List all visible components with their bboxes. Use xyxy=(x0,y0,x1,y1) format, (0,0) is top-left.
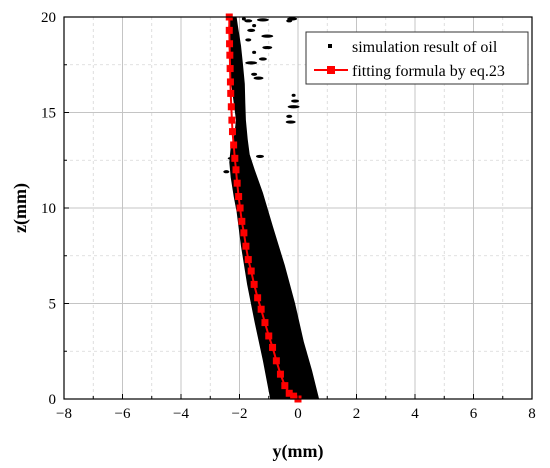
simulation-point xyxy=(256,18,269,22)
fitting-marker xyxy=(242,242,250,250)
fitting-marker xyxy=(226,78,234,86)
fitting-marker xyxy=(276,370,284,378)
fitting-marker xyxy=(238,217,246,225)
fitting-marker xyxy=(265,332,273,340)
x-tick-label: −6 xyxy=(115,406,131,422)
fitting-marker xyxy=(231,154,239,162)
fitting-marker xyxy=(240,229,248,237)
fitting-marker xyxy=(228,128,236,136)
fitting-marker xyxy=(232,166,240,174)
legend-label: simulation result of oil xyxy=(352,39,498,56)
fitting-marker xyxy=(261,319,269,327)
x-tick-label: 2 xyxy=(353,406,361,422)
fitting-marker xyxy=(269,343,277,351)
fitting-marker xyxy=(244,256,252,264)
simulation-point xyxy=(258,57,267,61)
simulation-point xyxy=(241,17,246,21)
fitting-marker xyxy=(226,51,234,59)
y-tick-label: 5 xyxy=(49,297,57,313)
simulation-point xyxy=(245,61,258,65)
y-tick-label: 0 xyxy=(49,392,57,408)
plot-data xyxy=(223,13,320,403)
simulation-point xyxy=(291,99,300,103)
x-axis-title: y(mm) xyxy=(273,441,324,462)
fitting-marker xyxy=(247,267,255,275)
simulation-point xyxy=(286,114,293,118)
legend: simulation result of oil fitting formula … xyxy=(305,31,529,85)
simulation-point xyxy=(262,45,273,50)
fitting-marker xyxy=(281,382,289,390)
x-tick-label: 6 xyxy=(470,406,478,422)
legend-simulation-marker xyxy=(328,44,332,48)
legend-label: fitting formula by eq.23 xyxy=(352,63,505,80)
simulation-point xyxy=(223,170,230,174)
simulation-point xyxy=(244,19,253,23)
simulation-point xyxy=(253,76,264,80)
legend-fitting-marker xyxy=(327,66,335,74)
fitting-marker xyxy=(226,65,234,73)
fitting-marker xyxy=(290,392,298,400)
fitting-marker xyxy=(235,193,243,201)
simulation-point xyxy=(251,72,258,76)
fitting-marker xyxy=(257,305,265,313)
simulation-point xyxy=(285,120,296,124)
fitting-marker xyxy=(228,116,236,124)
y-tick-label: 15 xyxy=(41,106,56,122)
fitting-marker xyxy=(227,89,235,97)
simulation-point xyxy=(245,38,252,42)
y-tick-label: 10 xyxy=(41,201,56,217)
x-tick-label: 8 xyxy=(528,406,536,422)
simulation-point xyxy=(252,50,257,54)
simulation-point xyxy=(291,93,296,97)
simulation-point xyxy=(287,105,300,109)
simulation-point xyxy=(247,28,256,32)
x-tick-label: 0 xyxy=(294,406,302,422)
fitting-marker xyxy=(285,389,293,397)
fitting-marker xyxy=(254,294,262,302)
fitting-marker xyxy=(225,26,233,34)
fitting-marker xyxy=(227,103,235,111)
legend-box xyxy=(305,31,529,85)
simulation-point xyxy=(255,154,264,159)
simulation-point xyxy=(261,34,274,38)
x-tick-label: −4 xyxy=(173,406,189,422)
x-tick-label: −2 xyxy=(232,406,248,422)
x-tick-label: −8 xyxy=(56,406,72,422)
y-tick-label: 20 xyxy=(41,10,56,26)
y-axis-title: z(mm) xyxy=(10,183,31,233)
fitting-marker xyxy=(250,280,258,288)
fitting-marker xyxy=(272,357,280,365)
simulation-oil-region xyxy=(228,17,320,399)
simulation-point xyxy=(240,147,245,151)
fitting-marker xyxy=(236,204,244,212)
x-tick-label: 4 xyxy=(411,406,419,422)
axes: −8 −6 −4 −2 0 2 4 6 8 0 5 10 15 20 y(mm) z(mm) xyxy=(10,10,536,462)
fitting-marker xyxy=(226,40,234,48)
simulation-point xyxy=(287,17,298,21)
fitting-marker xyxy=(233,179,241,187)
simulation-point xyxy=(252,23,257,28)
fitting-marker xyxy=(230,141,238,149)
